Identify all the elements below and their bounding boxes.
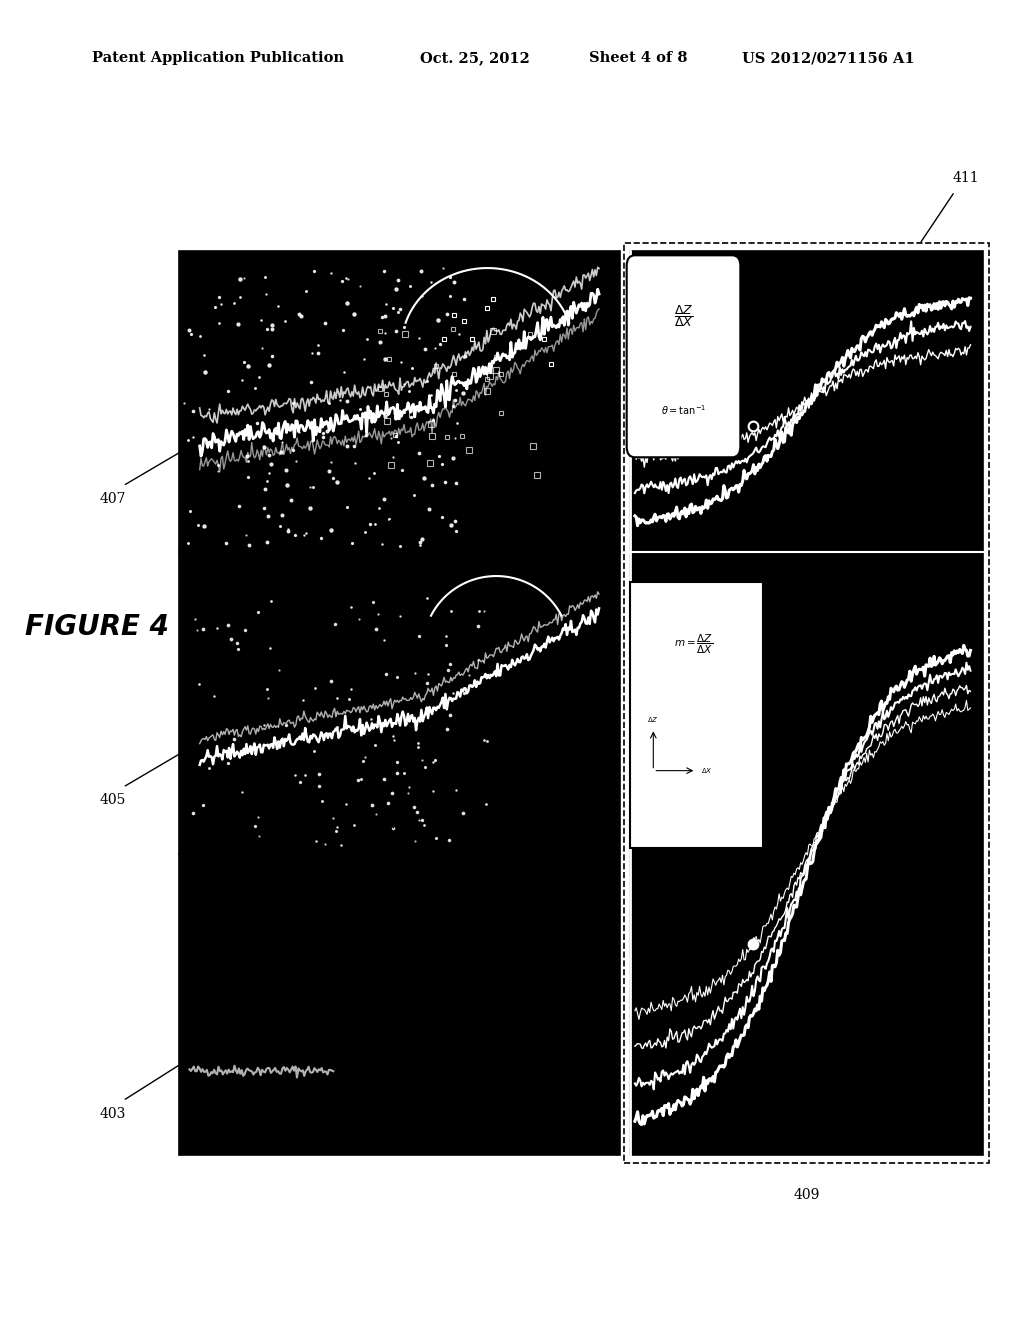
Text: $\Delta X$: $\Delta X$ [701,766,713,775]
Text: Edge
Detection: Edge Detection [398,525,420,579]
Text: US 2012/0271156 A1: US 2012/0271156 A1 [742,51,915,65]
Text: 407: 407 [99,492,126,506]
Text: Threshold: Threshold [398,825,409,882]
Bar [179,251,620,552]
Bar [624,243,989,1163]
Text: $\theta = \tan^{-1}$: $\theta = \tan^{-1}$ [660,404,707,417]
Text: 405: 405 [99,793,126,808]
Text: 411: 411 [952,170,979,185]
Text: FIGURE 4: FIGURE 4 [26,612,169,642]
Text: 403: 403 [99,1106,126,1121]
Text: Oct. 25, 2012: Oct. 25, 2012 [420,51,529,65]
Text: 409: 409 [794,1188,819,1203]
FancyBboxPatch shape [627,255,740,457]
Text: Patent Application Publication: Patent Application Publication [92,51,344,65]
Text: Sheet 4 of 8: Sheet 4 of 8 [589,51,687,65]
Text: $\dfrac{\Delta Z}{\Delta X}$: $\dfrac{\Delta Z}{\Delta X}$ [674,304,693,330]
Text: $\Delta Z$: $\Delta Z$ [647,715,659,725]
FancyBboxPatch shape [630,582,763,849]
Bar [179,854,620,1155]
Bar [630,251,983,1155]
Bar [179,552,620,854]
Text: $m = \dfrac{\Delta Z}{\Delta X}$: $m = \dfrac{\Delta Z}{\Delta X}$ [674,632,714,656]
